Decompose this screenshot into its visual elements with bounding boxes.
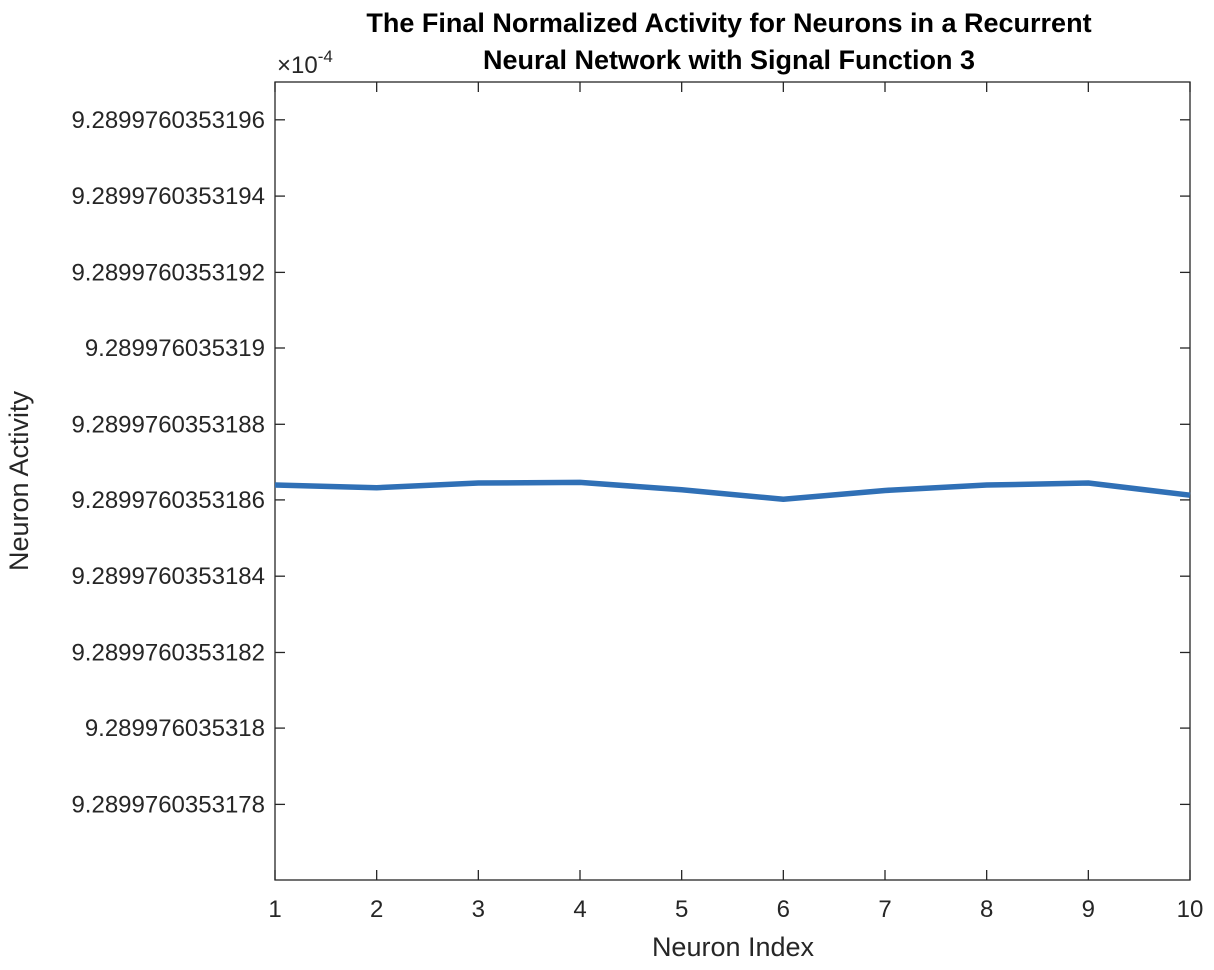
x-tick-label: 1 xyxy=(268,896,281,923)
y-axis-label: Neuron Activity xyxy=(4,390,34,571)
x-axis-ticks: 1 2 3 4 5 6 7 8 9 10 xyxy=(268,82,1203,923)
series-layer xyxy=(274,479,1191,502)
x-tick-label: 10 xyxy=(1177,896,1204,923)
x-tick-label: 5 xyxy=(675,896,688,923)
x-axis-label: Neuron Index xyxy=(652,932,815,962)
plot-area xyxy=(274,81,1191,881)
y-tick-label: 9.289976035318 xyxy=(85,715,265,742)
series-line-1 xyxy=(274,479,1191,502)
y-tick-label: 9.2899760353194 xyxy=(71,183,265,210)
y-tick-label: 9.2899760353178 xyxy=(71,791,265,818)
y-tick-label: 9.289976035319 xyxy=(85,335,265,362)
x-tick-label: 9 xyxy=(1082,896,1095,923)
y-axis-multiplier-exponent: -4 xyxy=(318,47,333,66)
x-tick-label: 3 xyxy=(472,896,485,923)
y-tick-label: 9.2899760353186 xyxy=(71,487,265,514)
y-axis-ticks: 9.2899760353178 9.289976035318 9.289976035… xyxy=(71,107,1190,818)
chart-title-line-1: The Final Normalized Activity for Neuron… xyxy=(366,8,1091,38)
y-axis-multiplier: ×10-4 xyxy=(277,47,333,79)
x-tick-label: 8 xyxy=(980,896,993,923)
y-axis-multiplier-base: ×10 xyxy=(277,52,318,79)
y-tick-label: 9.2899760353192 xyxy=(71,259,265,286)
chart-title-line-2: Neural Network with Signal Function 3 xyxy=(483,45,975,75)
x-tick-label: 2 xyxy=(370,896,383,923)
x-tick-label: 7 xyxy=(878,896,891,923)
y-tick-label: 9.2899760353188 xyxy=(71,411,265,438)
y-tick-label: 9.2899760353196 xyxy=(71,107,265,134)
x-tick-label: 6 xyxy=(777,896,790,923)
x-tick-label: 4 xyxy=(573,896,586,923)
y-tick-label: 9.2899760353184 xyxy=(71,563,265,590)
y-tick-label: 9.2899760353182 xyxy=(71,639,265,666)
